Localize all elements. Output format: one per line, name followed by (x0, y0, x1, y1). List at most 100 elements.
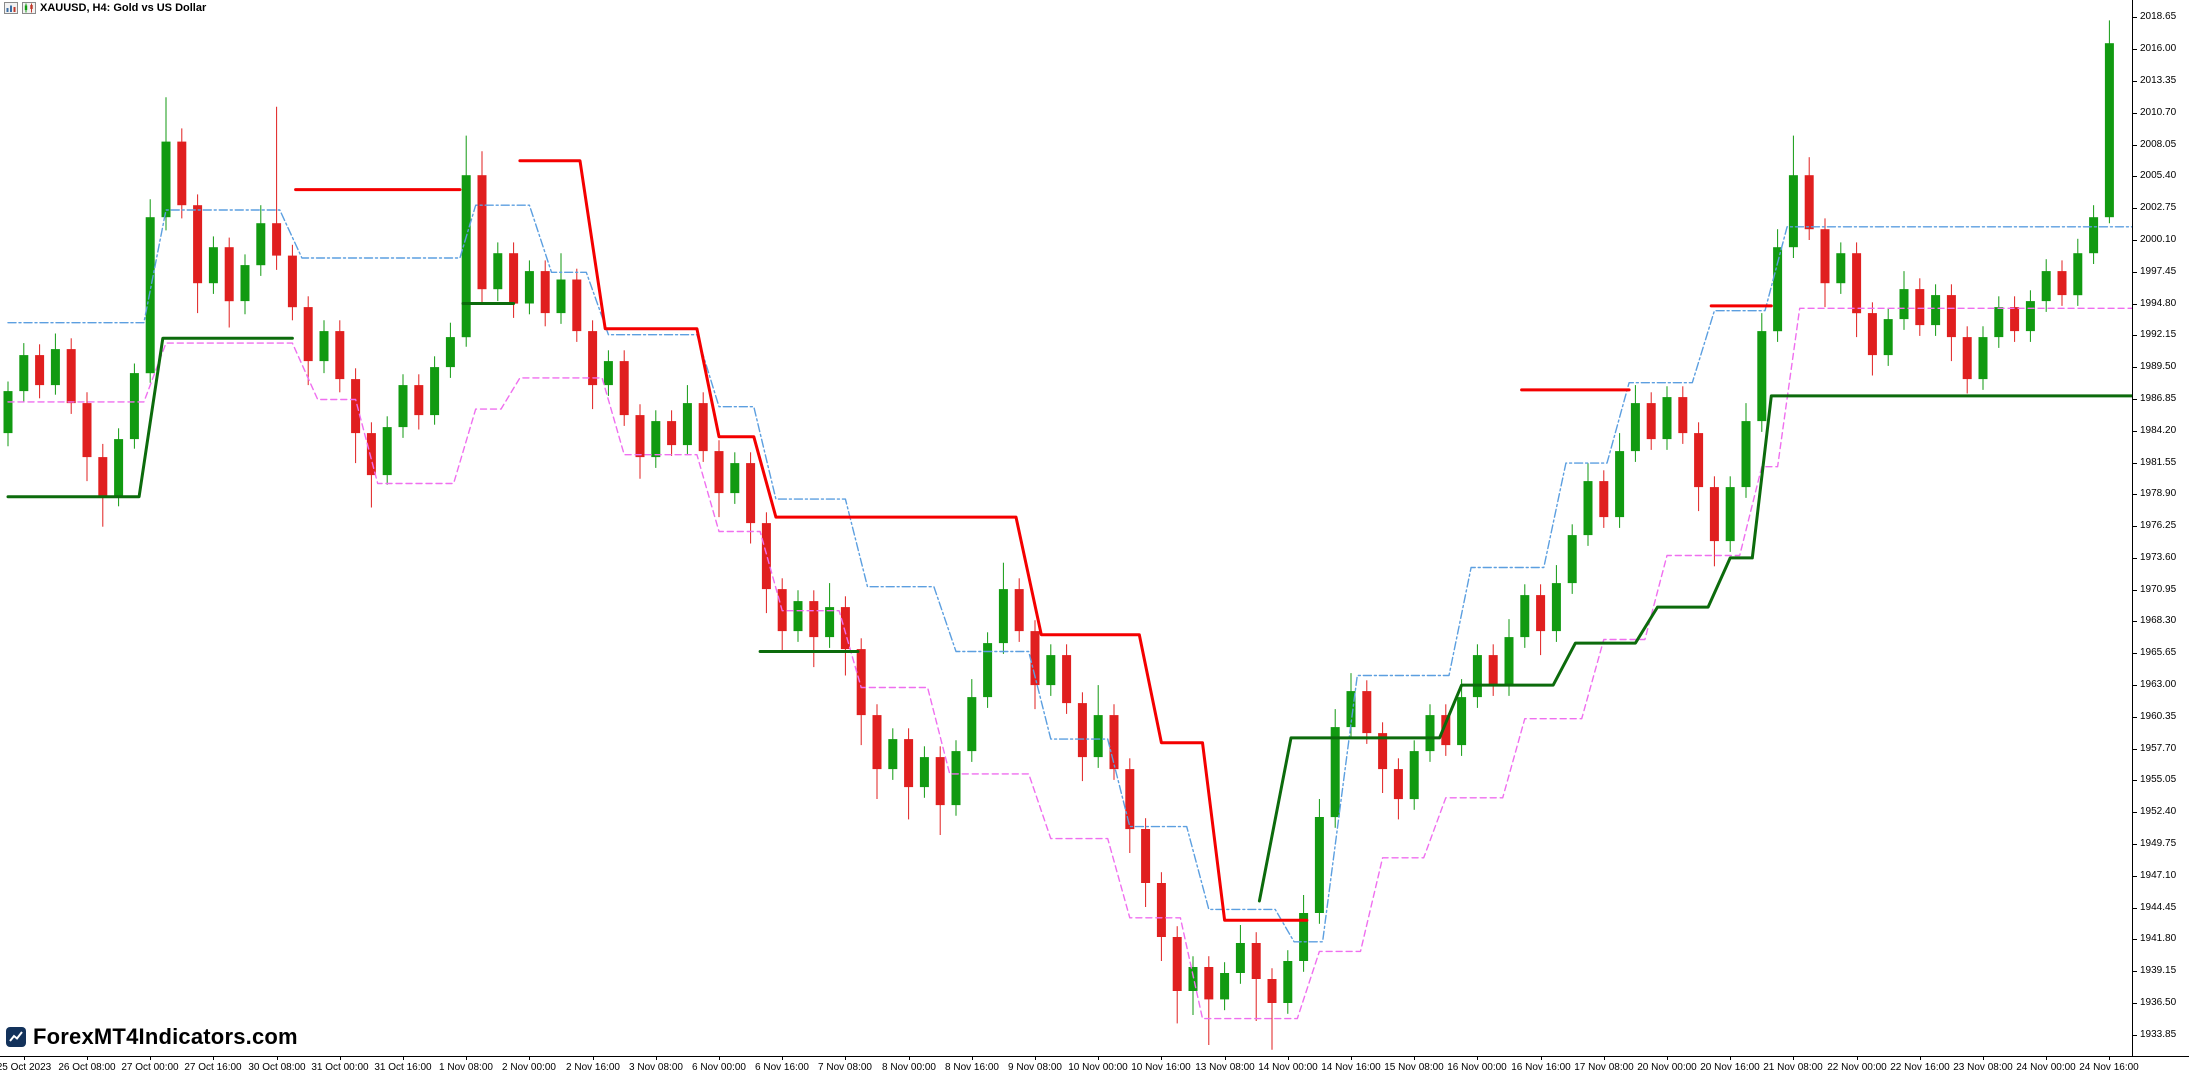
price-axis-tick (2133, 81, 2137, 82)
candle-body (951, 751, 961, 806)
price-axis-label: 2000.10 (2140, 234, 2177, 245)
candle-body (904, 739, 914, 788)
symbol-label: XAUUSD, H4: Gold vs US Dollar (40, 2, 207, 14)
candle-body (224, 247, 234, 302)
price-axis-label: 1963.00 (2140, 679, 2177, 690)
candle-body (414, 385, 424, 416)
time-axis-tick (1604, 1057, 1605, 1060)
chart-canvas[interactable] (0, 0, 2133, 1057)
candle-body (556, 279, 566, 314)
chart-header: XAUUSD, H4: Gold vs US Dollar (4, 2, 206, 14)
price-axis-label: 1955.05 (2140, 774, 2177, 785)
time-axis[interactable]: 25 Oct 2023 26 Oct 08:00 27 Oct 00:00 27 Oc… (0, 1056, 2189, 1076)
time-axis-label: 30 Oct 08:00 (248, 1062, 306, 1073)
price-axis-label: 1968.30 (2140, 615, 2177, 626)
candle-body (193, 205, 203, 284)
candle-body (2073, 253, 2083, 296)
candlestick-chart[interactable] (0, 0, 2133, 1057)
candle-body (1314, 817, 1324, 913)
price-axis-tick (2133, 17, 2137, 18)
time-axis-label: 8 Nov 16:00 (945, 1062, 999, 1073)
price-axis-tick (2133, 367, 2137, 368)
time-axis-tick (1983, 1057, 1984, 1060)
time-axis-tick (1351, 1057, 1352, 1060)
candle-body (714, 451, 724, 494)
price-axis-label: 2010.70 (2140, 107, 2177, 118)
candle-body (382, 427, 392, 476)
time-axis-tick (845, 1057, 846, 1060)
price-axis-label: 1933.85 (2140, 1029, 2177, 1040)
price-axis-label: 1939.15 (2140, 965, 2177, 976)
price-axis-label: 1978.90 (2140, 488, 2177, 499)
price-axis-label: 1989.50 (2140, 361, 2177, 372)
candle-body (145, 217, 155, 374)
time-axis-tick (593, 1057, 594, 1060)
time-axis-tick (1667, 1057, 1668, 1060)
price-axis-label: 1997.45 (2140, 266, 2177, 277)
candle-body (793, 601, 803, 632)
candle-body (1204, 967, 1214, 1000)
candle-body (1804, 175, 1814, 230)
candle-body (1125, 769, 1135, 830)
candle-body (1251, 943, 1261, 979)
time-axis-tick (1541, 1057, 1542, 1060)
candle-body (1725, 487, 1735, 542)
price-axis[interactable]: 2018.65 2016.00 2013.35 2010.70 2008.05 2005.… (2132, 0, 2189, 1057)
candle-body (603, 361, 613, 386)
candle-body (177, 141, 187, 206)
time-axis-label: 25 Oct 2023 (0, 1062, 52, 1073)
price-axis-tick (2133, 685, 2137, 686)
candle-body (1662, 397, 1672, 440)
time-axis-tick (403, 1057, 404, 1060)
candle-body (1472, 655, 1482, 698)
price-axis-tick (2133, 49, 2137, 50)
candle-body (1093, 715, 1103, 758)
time-axis-label: 7 Nov 08:00 (818, 1062, 872, 1073)
candle-body (935, 757, 945, 806)
price-axis-tick (2133, 431, 2137, 432)
candle-body (98, 457, 108, 496)
candle-body (825, 607, 835, 638)
time-axis-label: 1 Nov 08:00 (439, 1062, 493, 1073)
time-axis-label: 26 Oct 08:00 (58, 1062, 116, 1073)
time-axis-tick (1793, 1057, 1794, 1060)
candle-body (3, 391, 13, 434)
price-axis-label: 1984.20 (2140, 425, 2177, 436)
price-axis-tick (2133, 335, 2137, 336)
time-axis-label: 3 Nov 08:00 (629, 1062, 683, 1073)
price-axis-label: 2005.40 (2140, 170, 2177, 181)
price-axis-label: 2013.35 (2140, 75, 2177, 86)
time-axis-tick (1035, 1057, 1036, 1060)
candle-body (208, 247, 218, 284)
price-axis-tick (2133, 939, 2137, 940)
time-axis-tick (1161, 1057, 1162, 1060)
candle-body (2041, 271, 2051, 302)
candle-body (888, 739, 898, 770)
candle-body (698, 403, 708, 452)
candle-body (1283, 961, 1293, 1003)
candle-body (1852, 253, 1862, 314)
time-axis-label: 20 Nov 00:00 (1637, 1062, 1697, 1073)
candle-body (430, 367, 440, 416)
candle-body (1409, 751, 1419, 800)
price-axis-tick (2133, 749, 2137, 750)
candle-body (1441, 715, 1451, 746)
time-axis-label: 8 Nov 00:00 (882, 1062, 936, 1073)
candle-body (856, 649, 866, 716)
price-axis-tick (2133, 240, 2137, 241)
time-axis-tick (972, 1057, 973, 1060)
candle-body (161, 141, 171, 218)
brand-logo-icon (6, 1027, 26, 1047)
price-axis-label: 1965.65 (2140, 647, 2177, 658)
candle-body (2025, 301, 2035, 332)
candle-body (303, 307, 313, 362)
candle-body (1836, 253, 1846, 284)
time-axis-label: 16 Nov 00:00 (1447, 1062, 1507, 1073)
price-axis-label: 2018.65 (2140, 11, 2177, 22)
time-axis-label: 24 Nov 16:00 (2079, 1062, 2139, 1073)
time-axis-label: 31 Oct 16:00 (374, 1062, 432, 1073)
price-axis-tick (2133, 208, 2137, 209)
candle-body (651, 421, 661, 458)
candle-body (682, 403, 692, 446)
candle-body (1062, 655, 1072, 704)
